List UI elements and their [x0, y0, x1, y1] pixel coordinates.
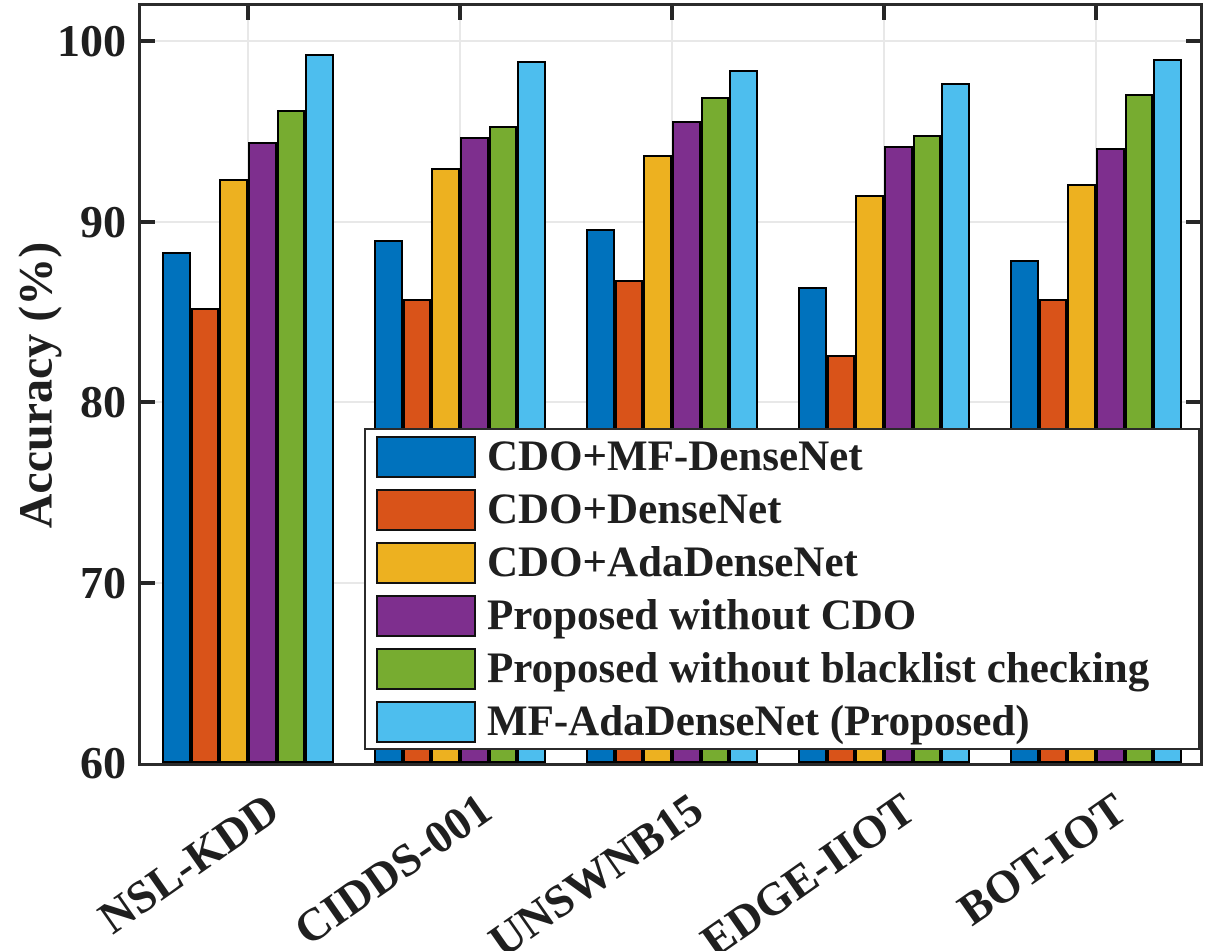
- y-tick-label: 90: [80, 195, 126, 247]
- bar-NSL-KDD-series5: [305, 54, 335, 763]
- legend-item-label: CDO+AdaDenseNet: [487, 539, 858, 586]
- legend-swatch: [376, 594, 476, 637]
- legend-item: CDO+DenseNet: [366, 483, 1198, 536]
- legend-item: CDO+AdaDenseNet: [366, 536, 1198, 589]
- legend-item-label: Proposed without blacklist checking: [487, 645, 1150, 692]
- legend-item: Proposed without CDO: [366, 589, 1198, 642]
- x-tick-top: [1094, 6, 1098, 20]
- legend-item: Proposed without blacklist checking: [366, 642, 1198, 695]
- legend-item-label: Proposed without CDO: [487, 592, 917, 639]
- y-tick-right: [1186, 39, 1200, 44]
- x-tick-label: NSL-KDD: [88, 782, 288, 944]
- x-tick-top: [246, 6, 250, 20]
- bar-NSL-KDD-series3: [248, 142, 277, 763]
- y-tick-left: [141, 39, 155, 44]
- y-tick-label: 70: [80, 556, 126, 608]
- legend-item: CDO+MF-DenseNet: [366, 430, 1198, 483]
- y-tick-left: [141, 580, 155, 585]
- bar-NSL-KDD-series0: [161, 252, 191, 763]
- y-tick-label: 80: [80, 376, 126, 428]
- legend-item-label: CDO+MF-DenseNet: [487, 433, 863, 480]
- bar-NSL-KDD-series2: [219, 178, 248, 763]
- legend-item: MF-AdaDenseNet (Proposed): [366, 695, 1198, 748]
- legend-swatch: [376, 647, 476, 690]
- y-tick-right: [1186, 219, 1200, 224]
- y-tick-left: [141, 400, 155, 405]
- legend-item-label: CDO+DenseNet: [487, 486, 782, 533]
- legend-swatch: [376, 488, 476, 531]
- x-tick-label: EDGE-IIOT: [691, 782, 924, 951]
- x-tick-label: UNSWNB15: [479, 782, 712, 951]
- x-tick-top: [882, 6, 886, 20]
- x-tick-top: [458, 6, 462, 20]
- bar-NSL-KDD-series1: [190, 308, 220, 763]
- y-tick-label: 60: [80, 737, 126, 788]
- legend-swatch: [376, 700, 476, 743]
- y-gridline: [141, 40, 1200, 43]
- x-tick-label: CIDDS-001: [284, 782, 500, 951]
- x-tick-top: [670, 6, 674, 20]
- legend: CDO+MF-DenseNet CDO+DenseNet CDO+AdaDenseN…: [364, 428, 1200, 750]
- y-tick-right: [1186, 400, 1200, 405]
- x-tick-label: BOT-IOT: [948, 782, 1136, 936]
- legend-item-label: MF-AdaDenseNet (Proposed): [487, 698, 1030, 745]
- legend-swatch: [376, 541, 476, 584]
- y-tick-label: 100: [57, 15, 126, 67]
- y-tick-left: [141, 219, 155, 224]
- bar-NSL-KDD-series4: [276, 109, 306, 763]
- legend-swatch: [376, 435, 476, 478]
